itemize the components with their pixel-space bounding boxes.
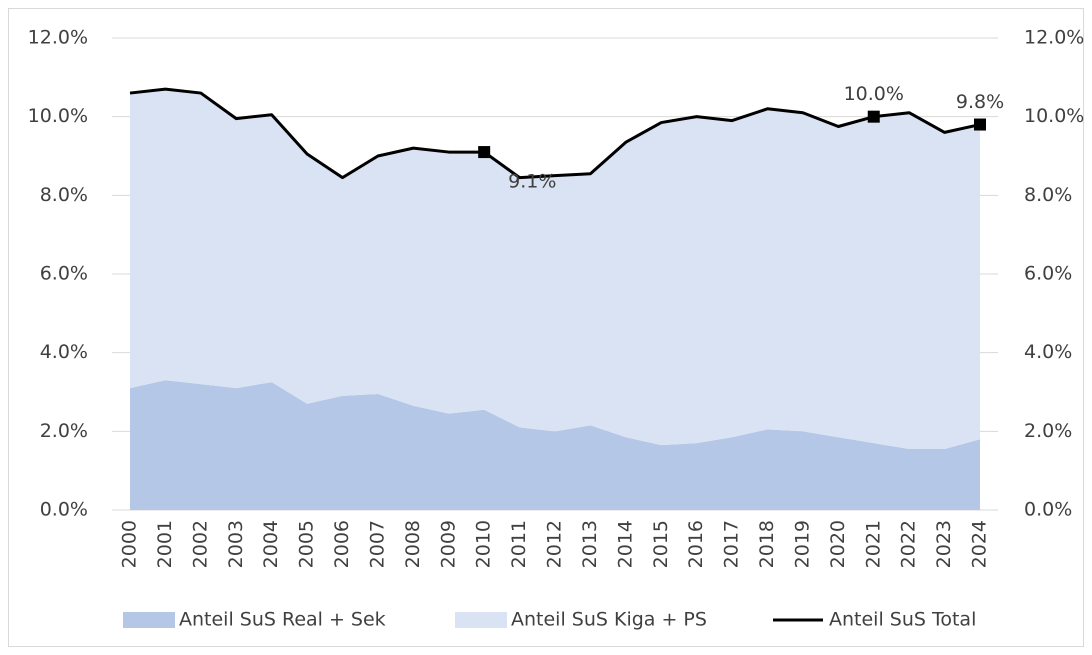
x-tick-label: 2006 [331,520,353,568]
y2-tick-label: 8.0% [1024,184,1072,206]
y-tick-label: 6.0% [40,263,88,285]
y-tick-label: 4.0% [40,341,88,363]
marker [478,146,491,159]
x-tick-label: 2002 [189,520,211,568]
x-tick-label: 2022 [898,520,920,568]
marker [867,110,880,123]
area [130,380,980,510]
legend-swatch [455,612,507,628]
data-label: 10.0% [844,83,904,105]
x-tick-label: 2007 [366,520,388,568]
x-tick-label: 2004 [260,520,282,568]
x-tick-label: 2008 [402,520,424,568]
x-tick-label: 2016 [685,520,707,568]
x-tick-label: 2000 [119,520,141,568]
line [129,87,981,180]
x-tick-label: 2017 [721,520,743,568]
data-label: 9.8% [956,91,1004,113]
legend-label: Anteil SuS Real + Sek [179,609,386,631]
x-tick-label: 2003 [225,520,247,568]
x-tick-label: 2010 [473,520,495,568]
x-tick-label: 2015 [650,520,672,568]
x-tick-label: 2013 [579,520,601,568]
y2-tick-label: 10.0% [1024,105,1084,127]
x-tick-label: 2023 [933,520,955,568]
x-tick-label: 2012 [544,520,566,568]
y2-tick-label: 4.0% [1024,341,1072,363]
y2-tick-label: 0.0% [1024,499,1072,521]
x-tick-label: 2019 [791,520,813,568]
y-tick-label: 8.0% [40,184,88,206]
y-tick-label: 0.0% [40,499,88,521]
y-tick-label: 12.0% [28,27,88,49]
x-tick-label: 2024 [969,520,991,568]
data-label: 9.1% [508,171,556,193]
legend-label: Anteil SuS Total [829,609,976,631]
x-tick-label: 2014 [614,520,636,568]
legend-swatch [123,612,175,628]
legend-label: Anteil SuS Kiga + PS [511,609,707,631]
x-tick-label: 2009 [437,520,459,568]
y-tick-label: 10.0% [28,105,88,127]
y2-tick-label: 6.0% [1024,263,1072,285]
y2-tick-label: 2.0% [1024,420,1072,442]
x-tick-label: 2011 [508,520,530,568]
x-tick-label: 2021 [862,520,884,568]
x-tick-label: 2020 [827,520,849,568]
y-tick-label: 2.0% [40,420,88,442]
x-tick-label: 2001 [154,520,176,568]
x-tick-label: 2018 [756,520,778,568]
y2-tick-label: 12.0% [1024,27,1084,49]
marker [974,118,986,131]
x-tick-label: 2005 [296,520,318,568]
